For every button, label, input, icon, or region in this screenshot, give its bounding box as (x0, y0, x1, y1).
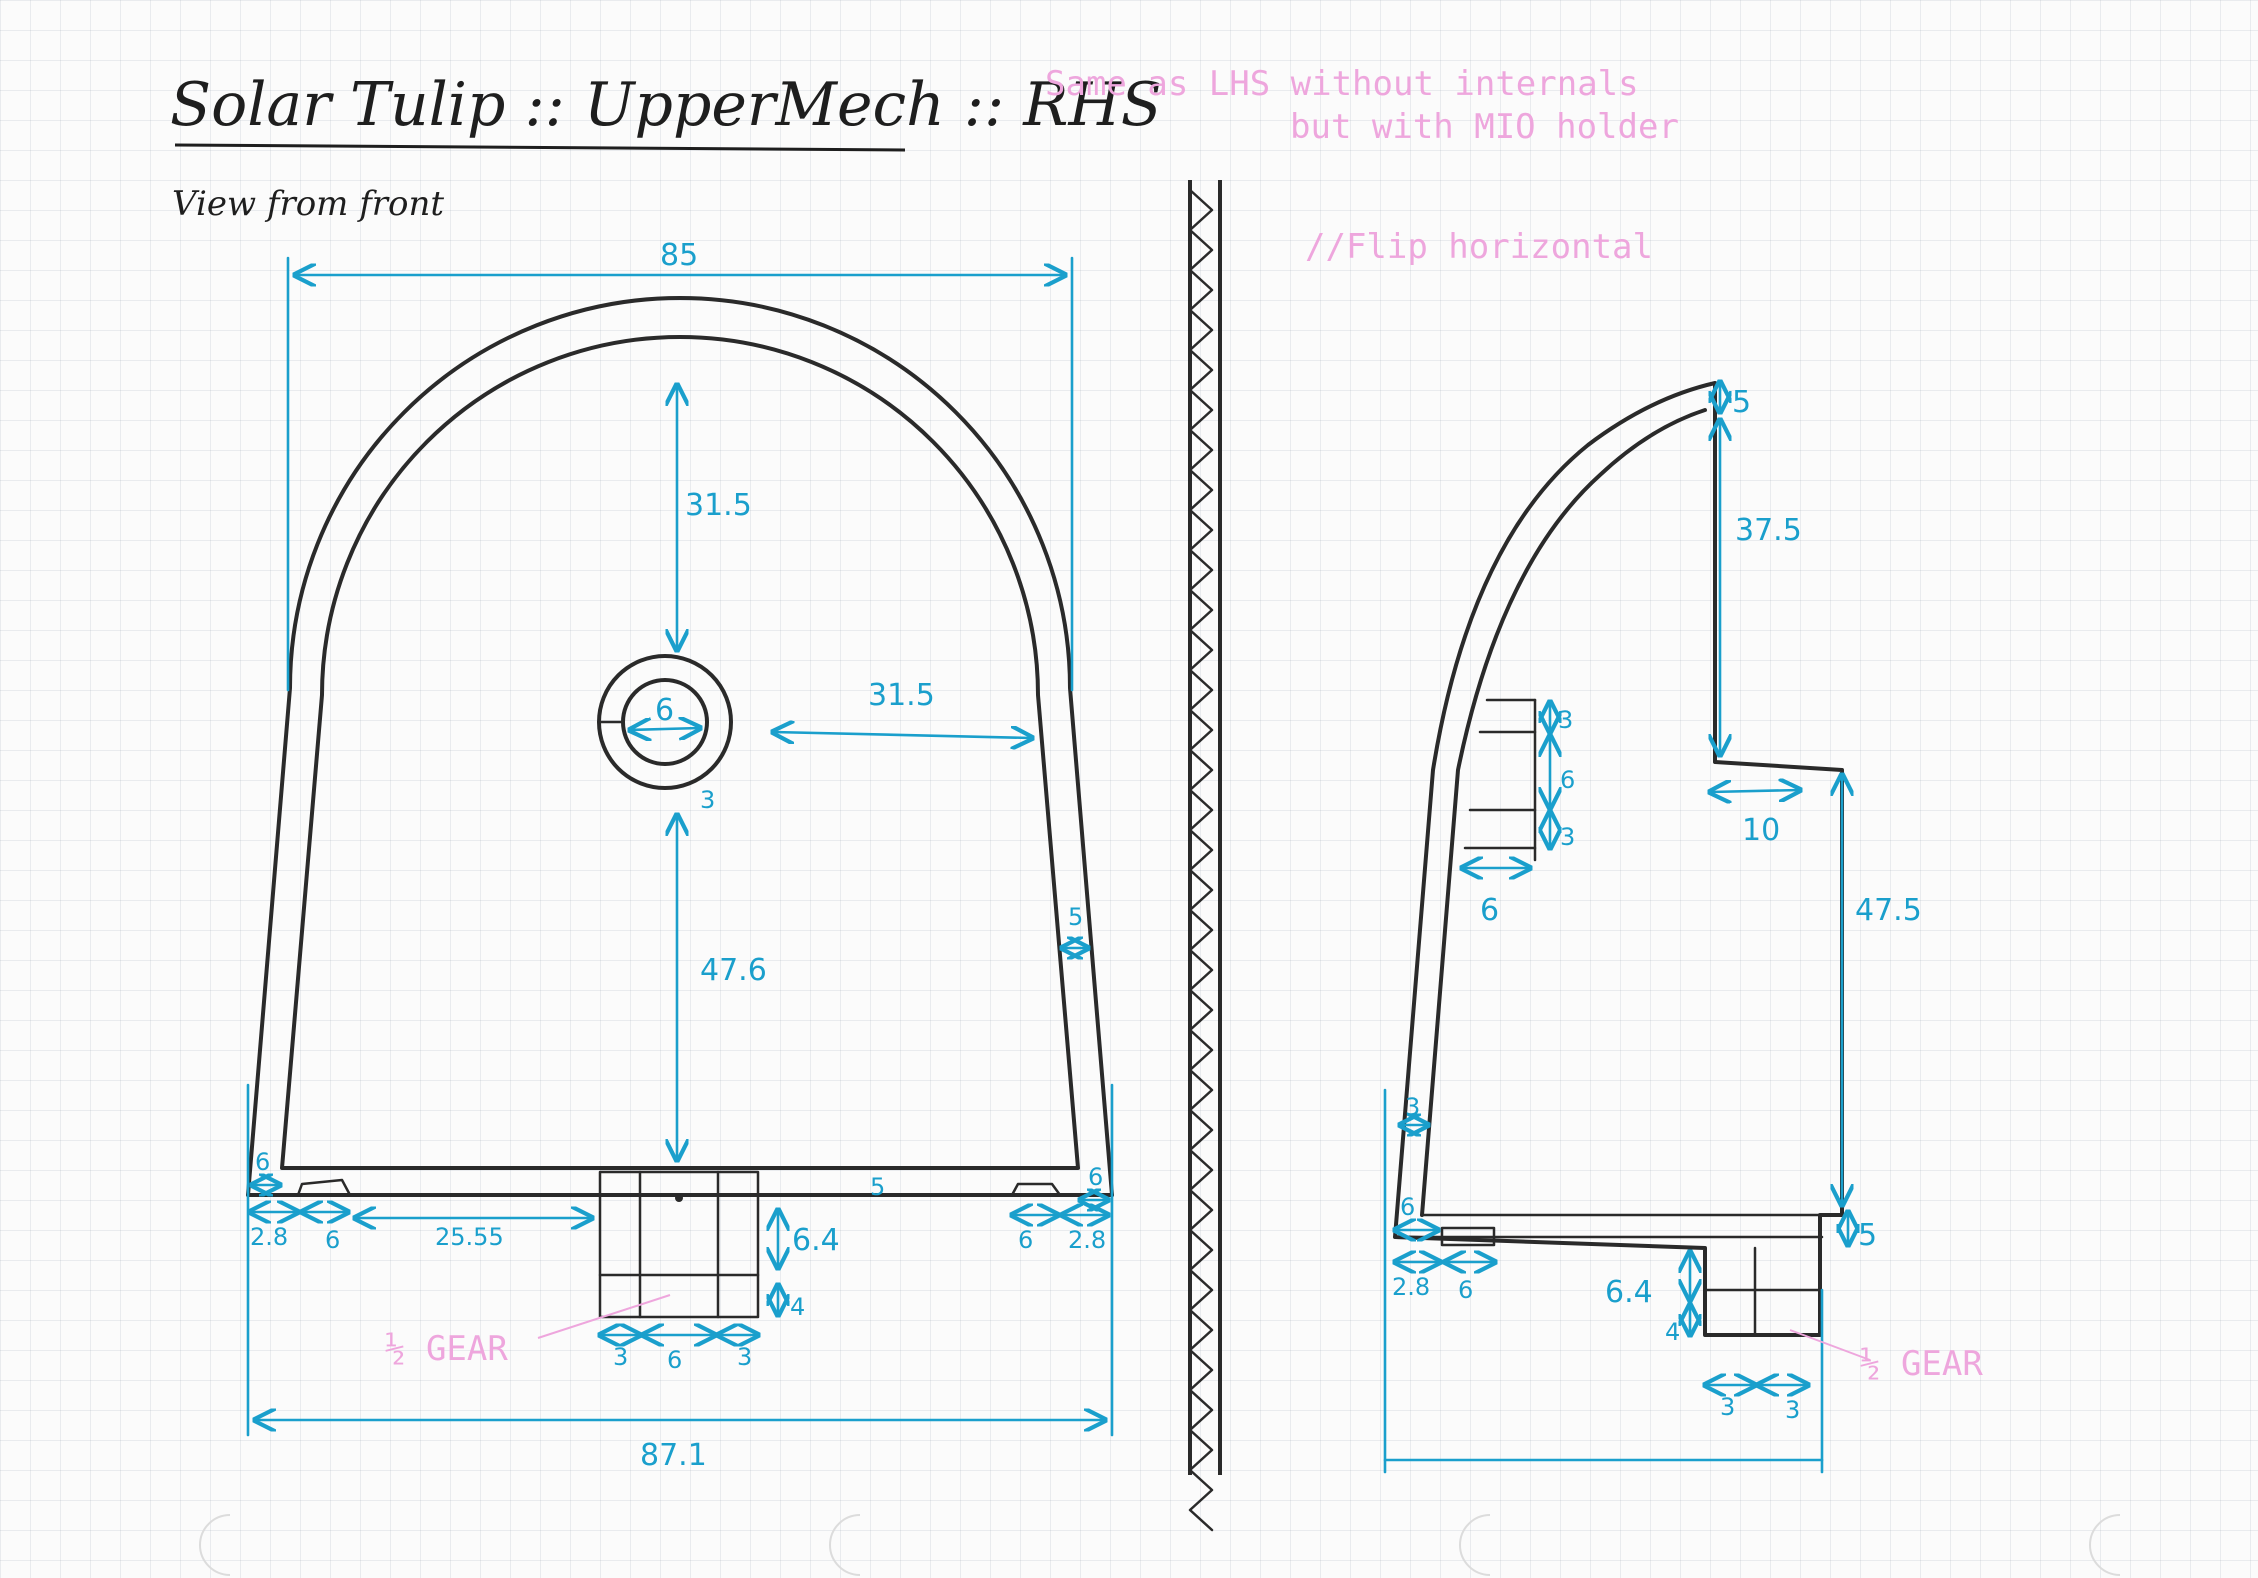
dim-hole-to-base: 47.6 (700, 953, 767, 988)
dim-right-slot: 6 (1018, 1226, 1033, 1254)
dim-wall: 5 (1068, 903, 1083, 931)
section-divider (1188, 180, 1222, 1532)
note-line-3: //Flip horizontal (1305, 227, 1653, 267)
title-underline (174, 143, 906, 152)
front-view: 85 87.1 31.5 31.5 47.6 6 3 5 5 6 6 2.8 6… (246, 238, 1114, 1473)
side-view: 5 37.5 10 47.5 5 3 6 3 6 3 6 2.8 6 6.4 4… (1383, 382, 1983, 1474)
dim-hole-ring: 3 (700, 786, 715, 814)
dim-hole-dia: 6 (655, 693, 674, 728)
view-subtitle: View from front (172, 184, 444, 224)
side-dim-base-thickness: 5 (1858, 1218, 1877, 1253)
dim-gear-w2: 6 (667, 1346, 682, 1374)
side-dim-lower-height: 47.5 (1855, 893, 1922, 928)
dim-left-offset: 2.8 (250, 1223, 288, 1251)
page-title: Solar Tulip :: UpperMech :: RHS (170, 70, 1162, 140)
side-dim-upper-height: 37.5 (1735, 513, 1802, 548)
side-inner-curve (1420, 408, 1707, 1217)
side-dim-gear-w2: 3 (1785, 1396, 1800, 1424)
side-dim-wall: 3 (1405, 1093, 1420, 1121)
dim-center-offset: 25.55 (435, 1223, 504, 1251)
dim-top-to-hole: 31.5 (685, 488, 752, 523)
side-dim-slot: 6 (1458, 1276, 1473, 1304)
front-outer-outline (246, 296, 1114, 1197)
side-dim-left-step: 6 (1400, 1193, 1415, 1221)
side-dim-step-width: 10 (1742, 813, 1780, 848)
dim-base-thickness: 5 (870, 1173, 885, 1201)
mio-dim-bottom: 3 (1560, 823, 1575, 851)
dim-width-bottom: 87.1 (640, 1438, 707, 1473)
dim-gear-lower: 4 (790, 1293, 805, 1321)
dim-line-hole-to-side (773, 732, 1032, 738)
note-line-2: but with MIO holder (1290, 107, 1679, 147)
side-dim-top-thickness: 5 (1732, 385, 1751, 420)
side-dim-left-offset: 2.8 (1392, 1273, 1430, 1301)
dim-line-hole-dia (630, 728, 700, 730)
dim-right-step: 6 (1088, 1163, 1103, 1191)
side-gear-label: ½ GEAR (1860, 1344, 1983, 1384)
dim-hole-to-side: 31.5 (868, 678, 935, 713)
dim-left-slot: 6 (325, 1226, 340, 1254)
dim-gear-w3: 3 (737, 1343, 752, 1371)
right-slot (1010, 1182, 1062, 1197)
side-slot (1440, 1226, 1496, 1247)
dim-width-top: 85 (660, 238, 698, 273)
note-line-1: Same as LHS without internals (1045, 64, 1639, 104)
mio-dim-mid: 6 (1560, 766, 1575, 794)
dim-gear-w1: 3 (613, 1343, 628, 1371)
side-dim-gear-lower: 4 (1665, 1318, 1680, 1346)
mio-dim-top: 3 (1558, 706, 1573, 734)
dim-gear-height: 6.4 (792, 1223, 840, 1258)
front-inner-outline (280, 335, 1080, 1170)
binder-holes (199, 1514, 2121, 1576)
dim-left-step: 6 (255, 1148, 270, 1176)
front-gear-label: ½ GEAR (385, 1329, 508, 1369)
side-dim-gear-w1: 3 (1720, 1393, 1735, 1421)
mio-dim-depth: 6 (1480, 893, 1499, 928)
left-slot (296, 1178, 352, 1197)
dim-right-offset: 2.8 (1068, 1226, 1106, 1254)
gear-block (598, 1170, 760, 1319)
side-dim-gear-height: 6.4 (1605, 1275, 1653, 1310)
mio-holder (1463, 698, 1537, 862)
